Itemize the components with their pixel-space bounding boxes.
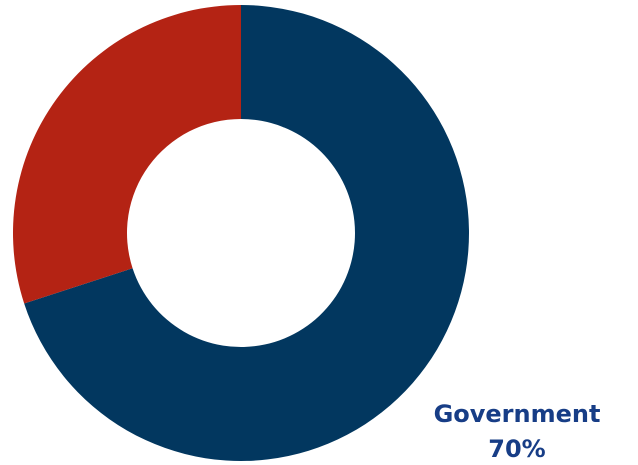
slice-label: Government (434, 400, 601, 428)
slices (12, 5, 469, 461)
slice-value-label: 70% (488, 435, 545, 463)
donut-slice (12, 5, 242, 304)
donut-slice (24, 5, 469, 461)
